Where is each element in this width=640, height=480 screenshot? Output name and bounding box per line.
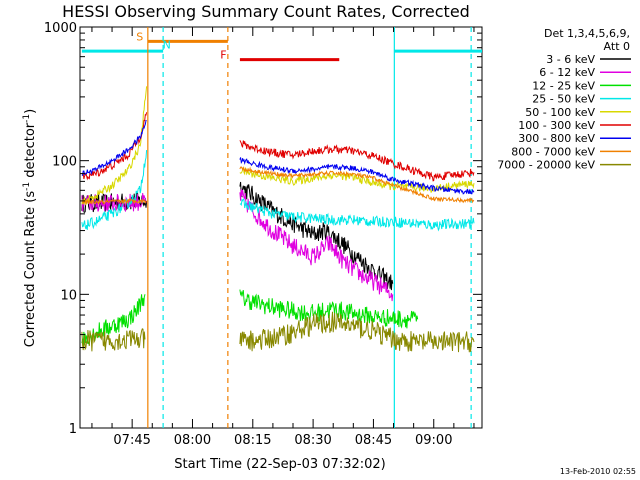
- series-7000-20000-kev-segment-0: [81, 328, 146, 352]
- x-tick-label: 09:00: [415, 433, 452, 448]
- series-100-300-kev-segment-0: [81, 112, 148, 181]
- series-800-7000-kev-segment-1: [239, 166, 475, 204]
- y-axis-label: Corrected Count Rate (s-1 detector-1): [22, 109, 38, 347]
- series-800-7000-kev-segment-0: [81, 198, 147, 206]
- series-300-800-kev-segment-1: [239, 157, 475, 195]
- marker-n: N: [163, 39, 171, 52]
- series-100-300-kev-segment-1: [239, 140, 475, 182]
- legend-label-300-800-kev: 300 - 800 keV: [518, 132, 595, 145]
- marker-f: F: [220, 49, 226, 62]
- x-tick-label: 08:30: [294, 433, 331, 448]
- legend-title-line2: Att 0: [604, 40, 630, 53]
- y-tick-label: 100: [52, 155, 77, 170]
- legend-title-line1: Det 1,3,4,5,6,9,: [544, 27, 630, 40]
- legend-label-50-100-kev: 50 - 100 keV: [525, 106, 595, 119]
- y-tick-label: 10: [60, 288, 77, 303]
- marker-s: S: [136, 31, 143, 44]
- flag-bars: [81, 39, 482, 62]
- legend-label-3-6-kev: 3 - 6 keV: [546, 53, 595, 66]
- y-tick-label: 1: [69, 422, 77, 437]
- y-axis-label-sup1: -1: [22, 182, 32, 191]
- y-tick-label: 1000: [44, 21, 77, 36]
- x-tick-label: 08:15: [234, 433, 271, 448]
- x-axis: 07:45 08:00 08:15 08:30 08:45 09:00: [91, 27, 475, 448]
- series-7000-20000-kev-segment-1: [239, 311, 475, 353]
- series-300-800-kev: [81, 119, 475, 195]
- legend-label-800-7000-kev: 800 - 7000 keV: [511, 145, 595, 158]
- legend-label-12-25-kev: 12 - 25 keV: [532, 79, 595, 92]
- legend-label-6-12-kev: 6 - 12 keV: [539, 66, 595, 79]
- series-3-6-kev-segment-1: [239, 181, 394, 291]
- y-axis: 1 10 100 1000: [44, 21, 482, 437]
- series-group: [81, 86, 475, 353]
- x-axis-label: Start Time (22-Sep-03 07:32:02): [174, 457, 385, 472]
- x-tick-label: 08:00: [174, 433, 211, 448]
- series-300-800-kev-segment-0: [81, 119, 147, 177]
- plot-area: [79, 26, 483, 429]
- x-tick-label: 07:45: [113, 433, 150, 448]
- series-100-300-kev: [81, 112, 475, 182]
- legend-label-100-300-kev: 100 - 300 keV: [518, 119, 595, 132]
- y-axis-label-mid: detector: [23, 122, 38, 182]
- flag-markers: S N F: [136, 31, 226, 62]
- chart-title: HESSI Observing Summary Count Rates, Cor…: [62, 2, 470, 21]
- legend-label-25-50-kev: 25 - 50 keV: [532, 93, 595, 106]
- series-6-12-kev-segment-0: [81, 192, 147, 212]
- series-50-100-kev-segment-0: [81, 86, 148, 206]
- timestamp: 13-Feb-2010 02:55: [560, 467, 636, 476]
- series-25-50-kev-segment-0: [81, 150, 148, 230]
- series-800-7000-kev: [81, 166, 475, 206]
- y-axis-label-main: Corrected Count Rate (s: [23, 191, 38, 348]
- y-axis-label-end: ): [23, 109, 38, 114]
- series-6-12-kev-segment-1: [239, 189, 394, 302]
- vertical-markers: [147, 27, 472, 428]
- x-tick-label: 08:45: [355, 433, 392, 448]
- series-7000-20000-kev: [81, 311, 475, 353]
- y-axis-label-sup2: -1: [22, 114, 32, 123]
- series-25-50-kev: [81, 150, 475, 232]
- legend-label-7000-20000-kev: 7000 - 20000 keV: [497, 159, 595, 172]
- series-6-12-kev: [81, 189, 394, 302]
- series-3-6-kev: [81, 181, 394, 291]
- series-25-50-kev-segment-1: [239, 198, 475, 232]
